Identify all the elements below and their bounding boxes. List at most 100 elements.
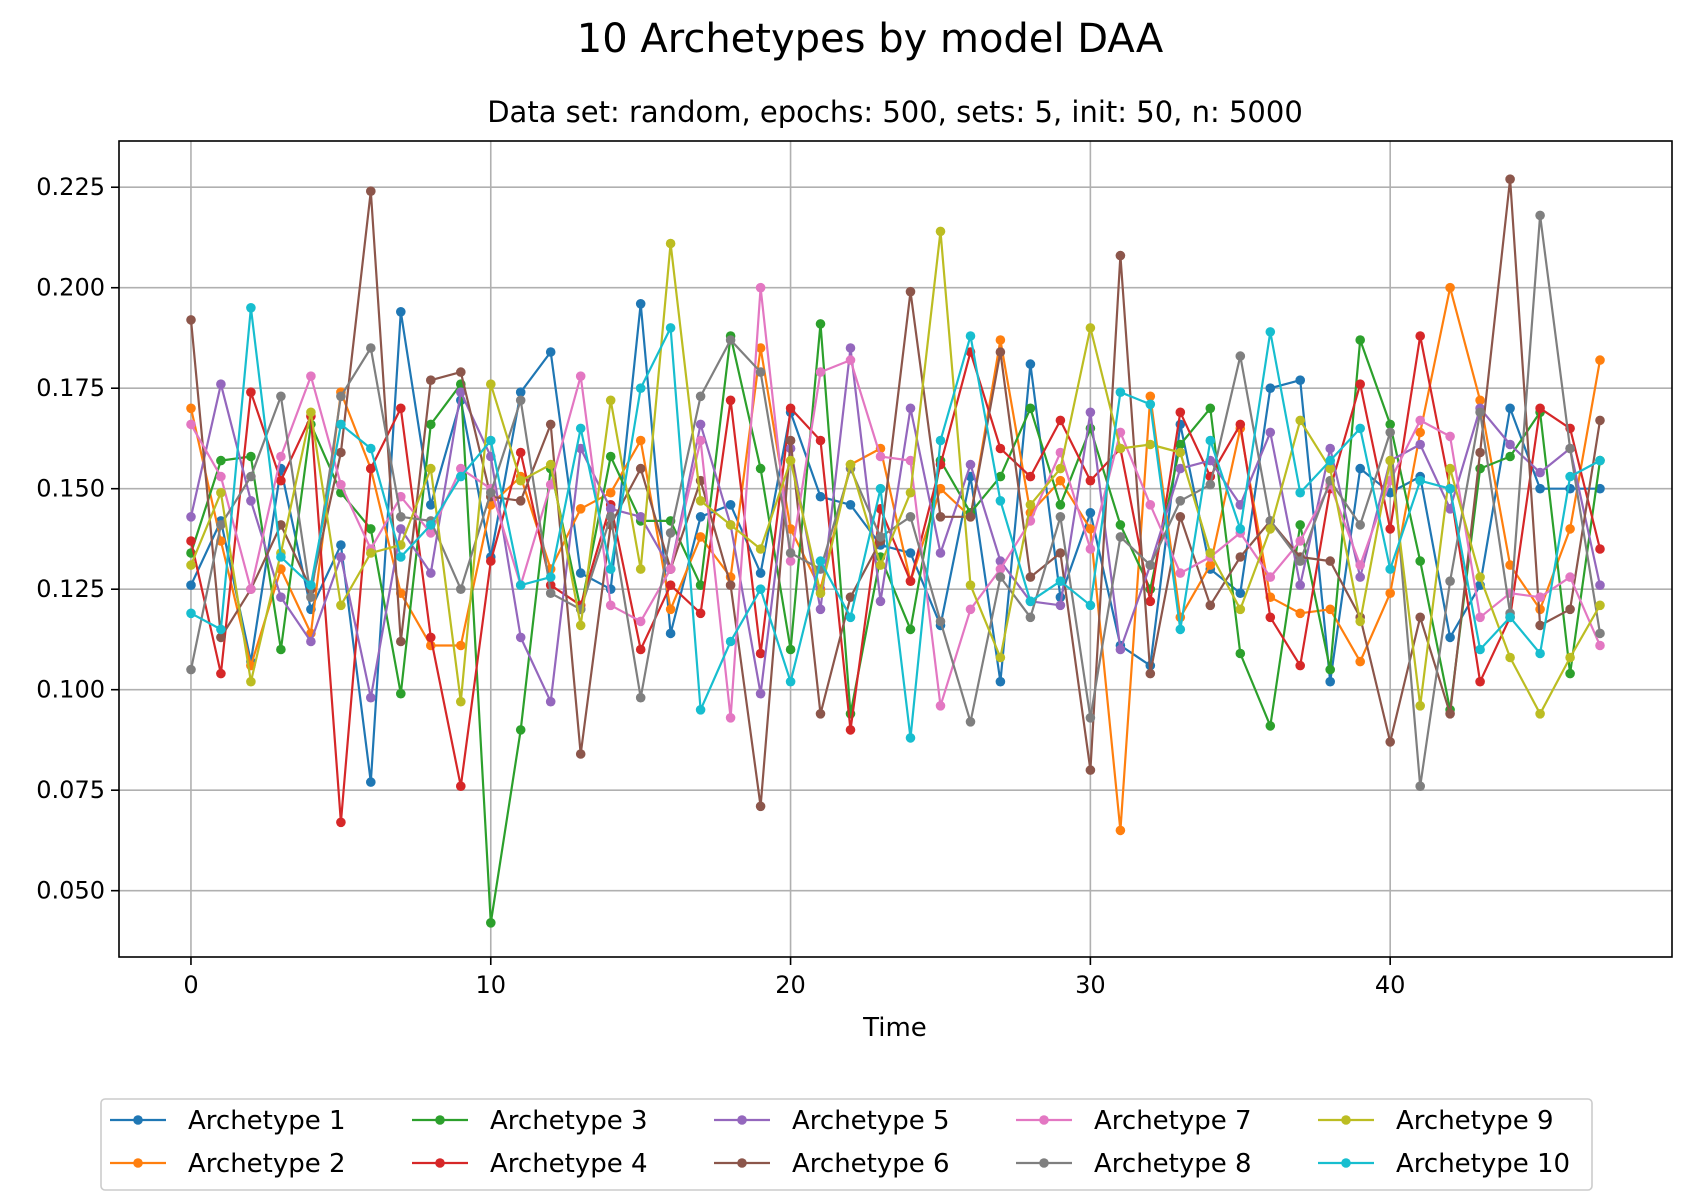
data-point-archetype-5: [815, 604, 826, 615]
data-point-archetype-6: [935, 512, 946, 522]
data-point-archetype-1: [1085, 508, 1096, 518]
data-point-archetype-9: [306, 407, 316, 418]
data-point-archetype-5: [575, 443, 586, 454]
data-point-archetype-9: [1415, 701, 1425, 711]
legend-swatch-marker: [737, 1115, 747, 1125]
data-point-archetype-9: [875, 560, 886, 570]
data-point-archetype-8: [336, 391, 346, 402]
data-point-archetype-7: [186, 419, 196, 430]
data-point-archetype-8: [965, 717, 976, 727]
data-point-archetype-5: [1325, 443, 1335, 454]
data-point-archetype-1: [1595, 483, 1605, 494]
x-tick-label: 0: [183, 971, 198, 999]
data-point-archetype-10: [1085, 600, 1096, 611]
data-point-archetype-8: [1385, 427, 1395, 438]
data-point-archetype-10: [396, 552, 406, 562]
data-point-archetype-8: [486, 487, 496, 498]
data-point-archetype-1: [725, 500, 736, 510]
data-point-archetype-10: [1265, 327, 1276, 337]
data-point-archetype-1: [695, 512, 706, 522]
data-point-archetype-10: [306, 580, 316, 590]
data-point-archetype-9: [1175, 447, 1186, 458]
data-point-archetype-3: [905, 624, 916, 635]
data-point-archetype-9: [186, 560, 196, 570]
data-point-archetype-1: [755, 568, 766, 578]
data-point-archetype-4: [1235, 419, 1246, 430]
legend-swatch-marker: [435, 1115, 445, 1125]
data-point-archetype-10: [905, 733, 916, 743]
data-point-archetype-10: [246, 303, 256, 313]
data-point-archetype-10: [1175, 624, 1186, 635]
data-point-archetype-5: [1085, 407, 1096, 418]
legend-label-archetype-5: Archetype 5: [792, 1106, 950, 1136]
data-point-archetype-3: [1415, 556, 1425, 566]
data-point-archetype-7: [426, 528, 436, 538]
data-point-archetype-2: [1055, 475, 1066, 486]
data-point-archetype-4: [845, 725, 856, 735]
data-point-archetype-4: [1175, 407, 1186, 418]
data-point-archetype-2: [1145, 391, 1156, 402]
data-point-archetype-1: [1025, 359, 1036, 369]
x-tick-label: 30: [1075, 971, 1106, 999]
data-point-archetype-2: [1325, 604, 1335, 615]
data-point-archetype-1: [426, 500, 436, 510]
data-point-archetype-7: [635, 616, 646, 627]
data-point-archetype-10: [366, 443, 376, 454]
y-tick-label: 0.200: [36, 274, 105, 302]
data-point-archetype-6: [785, 435, 796, 446]
data-point-archetype-4: [216, 668, 226, 679]
data-point-archetype-10: [875, 483, 886, 494]
data-point-archetype-5: [875, 596, 886, 607]
data-point-archetype-9: [1355, 616, 1365, 627]
data-point-archetype-10: [1055, 576, 1066, 586]
data-point-archetype-9: [605, 395, 616, 406]
data-point-archetype-1: [1445, 632, 1455, 643]
data-point-archetype-2: [1355, 656, 1365, 667]
data-point-archetype-1: [575, 568, 586, 578]
data-point-archetype-8: [545, 588, 556, 598]
data-point-archetype-5: [515, 632, 526, 643]
data-point-archetype-10: [665, 323, 676, 333]
data-point-archetype-5: [1265, 427, 1276, 438]
data-point-archetype-8: [755, 367, 766, 377]
data-point-archetype-7: [1145, 500, 1156, 510]
data-point-archetype-9: [426, 463, 436, 474]
data-point-archetype-7: [306, 371, 316, 382]
data-point-archetype-5: [935, 548, 946, 558]
data-point-archetype-6: [1595, 415, 1605, 426]
data-point-archetype-3: [1025, 403, 1036, 414]
data-point-archetype-4: [276, 475, 286, 486]
data-point-archetype-4: [1145, 596, 1156, 607]
legend-label-archetype-2: Archetype 2: [188, 1149, 346, 1179]
data-point-archetype-2: [186, 403, 196, 414]
data-point-archetype-6: [1175, 512, 1186, 522]
data-point-archetype-2: [1295, 608, 1305, 619]
data-point-archetype-8: [695, 391, 706, 402]
data-point-archetype-7: [1475, 612, 1485, 623]
data-point-archetype-8: [366, 343, 376, 353]
data-point-archetype-10: [1145, 399, 1156, 410]
data-point-archetype-8: [995, 572, 1006, 582]
data-point-archetype-7: [1355, 560, 1365, 570]
data-point-archetype-4: [456, 781, 466, 791]
data-point-archetype-10: [1535, 648, 1545, 659]
data-point-archetype-6: [396, 636, 406, 647]
data-point-archetype-2: [1205, 560, 1216, 570]
data-point-archetype-6: [1025, 572, 1036, 582]
data-point-archetype-1: [845, 500, 856, 510]
data-point-archetype-8: [1145, 560, 1156, 570]
series-line-archetype-4: [189, 334, 1602, 824]
y-tick-label: 0.100: [36, 676, 105, 704]
data-point-archetype-8: [1415, 781, 1425, 791]
data-point-archetype-6: [1565, 604, 1575, 615]
data-point-archetype-7: [1265, 572, 1276, 582]
data-point-archetype-8: [216, 520, 226, 530]
y-tick-label: 0.225: [36, 173, 105, 201]
data-point-archetype-4: [905, 576, 916, 586]
data-point-archetype-8: [1445, 576, 1455, 586]
data-point-archetype-7: [276, 451, 286, 462]
data-point-archetype-6: [1085, 765, 1096, 775]
data-point-archetype-8: [456, 584, 466, 594]
data-point-archetype-4: [1085, 475, 1096, 486]
data-point-archetype-9: [1205, 548, 1216, 558]
